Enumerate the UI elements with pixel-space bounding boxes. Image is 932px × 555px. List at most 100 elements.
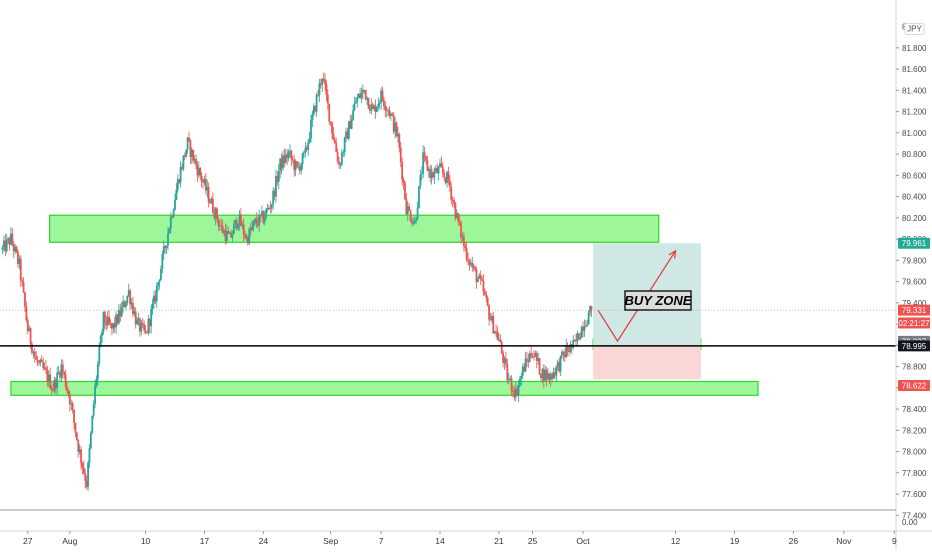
candle-body bbox=[565, 345, 568, 357]
candle-body bbox=[318, 83, 321, 95]
candle-body bbox=[254, 218, 256, 222]
candle-body bbox=[237, 224, 239, 229]
candle-body bbox=[350, 119, 353, 129]
candle-body bbox=[50, 388, 53, 390]
candle-body bbox=[63, 372, 66, 375]
candle-body bbox=[409, 210, 412, 221]
candle-body bbox=[486, 297, 489, 306]
candle-body bbox=[249, 228, 252, 231]
candle-body bbox=[14, 246, 17, 252]
candle-body bbox=[171, 216, 174, 218]
candle-body bbox=[310, 120, 312, 139]
projection-arrowhead bbox=[668, 249, 677, 259]
candle-body bbox=[190, 149, 193, 158]
candle-body bbox=[134, 311, 137, 325]
candle-body bbox=[328, 103, 331, 122]
x-tick-label: 25 bbox=[528, 536, 538, 546]
volume-axis-label: 0.00 bbox=[902, 518, 918, 527]
candle-body bbox=[548, 373, 551, 380]
x-tick-label: 10 bbox=[141, 536, 151, 546]
candle-body bbox=[485, 294, 488, 298]
candle-body bbox=[232, 224, 235, 234]
candle-body bbox=[275, 176, 277, 197]
y-tick-label: 81.400 bbox=[902, 86, 927, 95]
candle-body bbox=[566, 345, 569, 351]
candle-body bbox=[139, 318, 141, 332]
candle-body bbox=[231, 233, 234, 238]
candle-body bbox=[52, 389, 54, 391]
candle-body bbox=[291, 159, 294, 161]
candle-body bbox=[472, 266, 475, 268]
candle-body bbox=[478, 275, 481, 279]
candle-body bbox=[151, 303, 154, 309]
candle-body bbox=[549, 373, 552, 380]
x-tick-label: Nov bbox=[836, 536, 852, 546]
price-tag[interactable] bbox=[898, 380, 930, 392]
candle-body bbox=[287, 152, 290, 159]
zone-rect-1[interactable] bbox=[49, 214, 660, 243]
candle-body bbox=[338, 161, 340, 165]
candle-body bbox=[265, 209, 268, 218]
zone-layer bbox=[10, 214, 759, 396]
stop-area[interactable] bbox=[593, 345, 701, 380]
y-tick-label: 79.600 bbox=[902, 278, 927, 287]
candle-body bbox=[36, 359, 39, 363]
candle-body bbox=[81, 462, 84, 468]
candle-body bbox=[451, 199, 454, 201]
currency-badge[interactable] bbox=[904, 23, 925, 36]
price-tag[interactable] bbox=[898, 317, 930, 329]
candle-body bbox=[538, 358, 541, 375]
price-tag[interactable] bbox=[898, 237, 930, 249]
candle-body bbox=[242, 224, 245, 235]
y-tick-label: 81.600 bbox=[902, 65, 927, 74]
buy-zone-label-box[interactable] bbox=[624, 290, 692, 311]
candle-body bbox=[345, 131, 347, 138]
candle-body bbox=[137, 318, 140, 321]
x-tick-label: 27 bbox=[23, 536, 33, 546]
candle-body bbox=[308, 138, 311, 143]
candle-body bbox=[540, 374, 542, 379]
candle-body bbox=[312, 105, 315, 115]
candle-body bbox=[216, 208, 218, 220]
candle-body bbox=[514, 388, 517, 398]
candle-body bbox=[258, 214, 261, 226]
candle-body bbox=[239, 214, 242, 227]
candle-body bbox=[467, 259, 469, 262]
candle-body bbox=[178, 179, 181, 183]
candle-body bbox=[89, 432, 92, 449]
candle-body bbox=[54, 379, 57, 389]
candle-body bbox=[286, 154, 289, 159]
candle-body bbox=[87, 462, 89, 488]
candle-body bbox=[433, 171, 436, 178]
candle-body bbox=[272, 190, 275, 205]
candle-body bbox=[99, 336, 102, 347]
candle-body bbox=[408, 206, 411, 211]
candle-body bbox=[144, 330, 147, 332]
candle-body bbox=[460, 222, 462, 238]
projection-arrow-path[interactable] bbox=[597, 250, 677, 343]
candle-body bbox=[172, 209, 175, 218]
candle-body bbox=[370, 104, 373, 111]
x-tick-label: 12 bbox=[671, 536, 681, 546]
candle-body bbox=[347, 121, 350, 139]
candle-body bbox=[85, 481, 88, 488]
candle-body bbox=[332, 133, 335, 140]
zone-rect-2[interactable] bbox=[10, 380, 759, 396]
candle-body bbox=[392, 115, 395, 132]
candle-body bbox=[110, 323, 113, 329]
candle-body bbox=[517, 385, 520, 395]
candle-body bbox=[74, 422, 77, 433]
candle-body bbox=[499, 339, 502, 342]
candle-body bbox=[430, 172, 433, 178]
candle-body bbox=[378, 102, 381, 104]
price-tag[interactable] bbox=[898, 340, 930, 352]
price-tag[interactable] bbox=[898, 304, 930, 316]
candle-body bbox=[324, 79, 326, 85]
candle-body bbox=[148, 318, 151, 327]
candle-body bbox=[19, 258, 22, 281]
candle-body bbox=[579, 338, 582, 340]
candle-body bbox=[80, 449, 82, 463]
candle-body bbox=[82, 467, 85, 474]
candle-body bbox=[140, 323, 143, 332]
